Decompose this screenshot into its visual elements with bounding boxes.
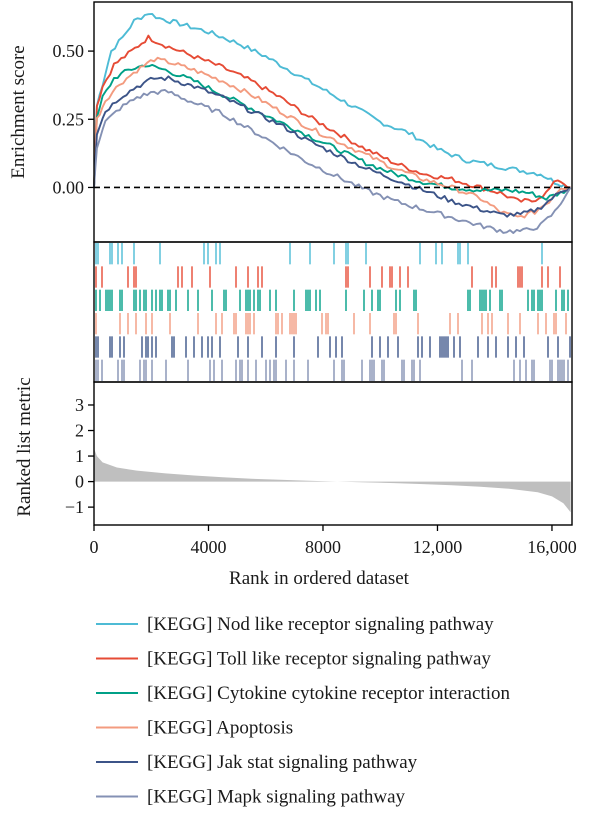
hit-rows xyxy=(95,243,571,381)
x-tick-label: 8000 xyxy=(305,537,341,557)
ranked-y-tick-label: 1 xyxy=(75,446,84,466)
ranked-y-tick-label: 0 xyxy=(75,472,84,492)
enrichment-line-1 xyxy=(93,12,571,190)
ranked-metric-area xyxy=(94,448,571,513)
hit-row-4 xyxy=(95,313,567,335)
enrichment-y-tick-label: 0.25 xyxy=(53,109,85,129)
ranked-y-tick-label: −1 xyxy=(65,497,84,517)
legend-entry: [KEGG] Apoptosis xyxy=(96,718,293,739)
legend-entry: [KEGG] Toll like receptor signaling path… xyxy=(96,649,491,670)
ranked-y-tick-label: 3 xyxy=(75,395,84,415)
hit-row-5 xyxy=(95,336,571,358)
ranked-frame xyxy=(93,381,573,526)
ranked-y-label: Ranked list metric xyxy=(14,377,35,516)
x-tick-label: 4000 xyxy=(190,537,226,557)
enrichment-frame xyxy=(93,1,573,243)
enrichment-y-tick-label: 0.50 xyxy=(53,41,85,61)
legend-label: [KEGG] Mapk signaling pathway xyxy=(147,787,406,808)
ranked-y-ticks: −1 0 1 2 3 xyxy=(65,395,94,517)
enrichment-line-5 xyxy=(93,75,572,218)
enrichment-lines xyxy=(93,12,572,234)
hit-row-6 xyxy=(95,359,569,381)
hit-row-1 xyxy=(95,243,543,265)
enrichment-line-4 xyxy=(93,56,572,219)
hit-marks-panel xyxy=(93,241,573,383)
legend-entry: [KEGG] Mapk signaling pathway xyxy=(96,787,406,808)
enrichment-y-tick-label: 0.00 xyxy=(53,177,85,197)
ranked-metric-panel: −1 0 1 2 3 0 4000 8000 12,000 16,000 Ranked list… xyxy=(14,377,577,589)
enrichment-y-label: Enrichment score xyxy=(8,45,29,178)
enrichment-line-3 xyxy=(93,63,572,201)
legend-label: [KEGG] Jak stat signaling pathway xyxy=(147,752,418,773)
x-tick-label: 12,000 xyxy=(413,537,463,557)
legend-label: [KEGG] Nod like receptor signaling pathw… xyxy=(147,614,494,635)
enrichment-line-6 xyxy=(93,88,572,234)
x-axis-label: Rank in ordered dataset xyxy=(229,568,410,589)
hit-row-2 xyxy=(95,266,561,288)
legend-label: [KEGG] Toll like receptor signaling path… xyxy=(147,649,491,670)
legend-entry: [KEGG] Jak stat signaling pathway xyxy=(96,752,418,773)
enrichment-score-panel: 0.00 0.25 0.50 Enrichment score xyxy=(8,1,573,243)
legend-entry: [KEGG] Cytokine cytokine receptor intera… xyxy=(96,683,510,704)
hit-row-3 xyxy=(95,289,569,311)
legend-entry: [KEGG] Nod like receptor signaling pathw… xyxy=(96,614,494,635)
x-axis-ticks: 0 4000 8000 12,000 16,000 xyxy=(90,525,577,557)
legend-label: [KEGG] Cytokine cytokine receptor intera… xyxy=(147,683,510,704)
x-tick-label: 0 xyxy=(90,537,99,557)
enrichment-y-ticks: 0.00 0.25 0.50 xyxy=(53,41,94,197)
ranked-y-tick-label: 2 xyxy=(75,421,84,441)
enrichment-line-2 xyxy=(93,34,571,203)
legend: [KEGG] Nod like receptor signaling pathw… xyxy=(96,614,510,808)
legend-label: [KEGG] Apoptosis xyxy=(147,718,293,739)
x-tick-label: 16,000 xyxy=(527,537,577,557)
